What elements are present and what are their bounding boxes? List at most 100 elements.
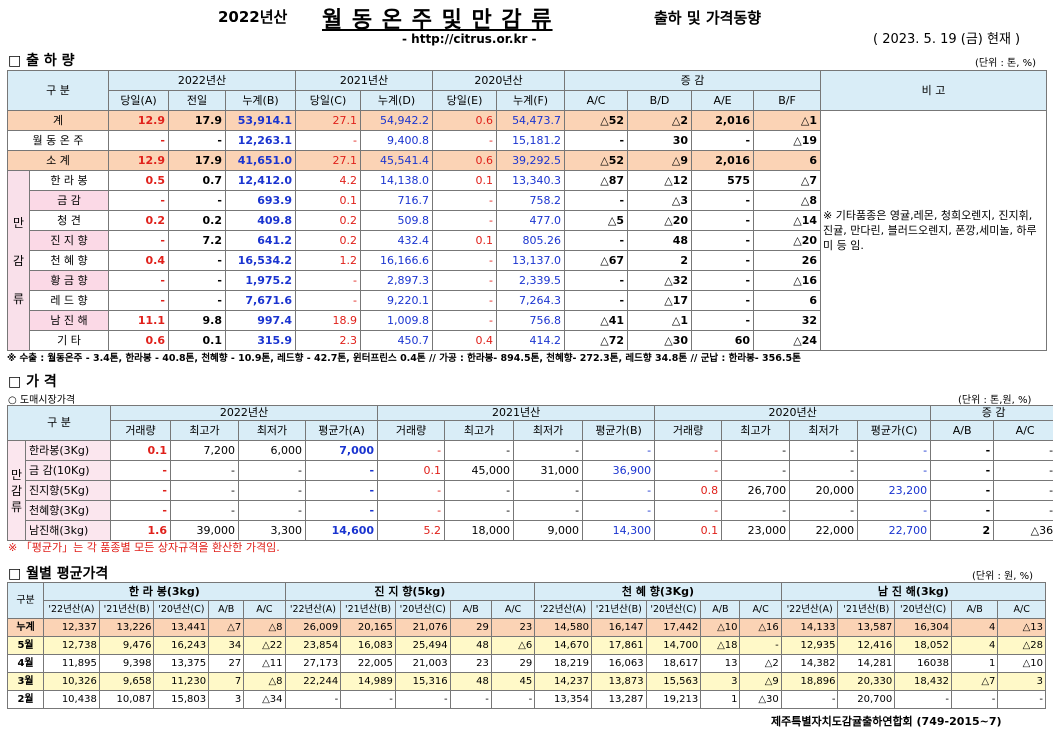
data-cell: 0.6 xyxy=(432,110,498,131)
data-cell: 4.2 xyxy=(295,170,362,191)
data-cell: 22,005 xyxy=(340,654,396,673)
row-label-winter: 월 동 온 주 xyxy=(7,130,109,151)
data-cell: 9,000 xyxy=(513,520,584,541)
data-cell: 14,580 xyxy=(534,618,592,637)
price-subheader-cell: 최고가 xyxy=(721,420,791,441)
data-cell: △7 xyxy=(208,618,245,637)
data-cell: 0.5 xyxy=(108,170,169,191)
data-cell: 22,000 xyxy=(789,520,859,541)
monthly-subheader-cell: '21년산(B) xyxy=(837,600,896,619)
data-cell: △87 xyxy=(564,170,629,191)
data-cell: 2,897.3 xyxy=(360,270,434,291)
data-cell: 15,316 xyxy=(394,672,451,691)
data-cell: △30 xyxy=(739,690,782,709)
data-cell: 29 xyxy=(449,618,492,637)
data-cell: 26 xyxy=(753,250,822,271)
table-row: 3월 10,326 9,658 11,230 7 △8 22,244 14,989 15,316… xyxy=(6,672,1046,691)
row-label: 진 지 향 xyxy=(29,230,109,251)
data-cell: 14,133 xyxy=(780,618,839,637)
price-subheader-cell: 최저가 xyxy=(789,420,859,441)
data-cell: 18,000 xyxy=(444,520,515,541)
data-cell: - xyxy=(444,480,515,501)
data-cell: 36,900 xyxy=(582,460,656,481)
monthly-subheader-cell: '20년산(C) xyxy=(645,600,702,619)
data-cell: 13,137.0 xyxy=(496,250,566,271)
main-title: 월 동 온 주 및 만 감 류 xyxy=(322,8,553,33)
data-cell: 39,000 xyxy=(170,520,239,541)
data-cell: △30 xyxy=(627,330,693,351)
data-cell: 21,003 xyxy=(394,654,451,673)
table-row: 4월 11,895 9,398 13,375 27 △11 27,173 22,005 21,0… xyxy=(6,654,1046,673)
data-cell: - xyxy=(993,440,1053,461)
shipment-footnote: ※ 수출 : 월동온주 - 3.4톤, 한라봉 - 40.8톤, 천혜향 - 1… xyxy=(7,353,801,364)
data-cell: 1,975.2 xyxy=(224,270,297,291)
data-cell: 23 xyxy=(490,618,536,637)
monthly-subheader-cell: A/B xyxy=(208,600,245,619)
data-cell: - xyxy=(691,230,755,251)
monthly-subheader-cell: A/B xyxy=(950,600,999,619)
data-cell: - xyxy=(993,460,1053,481)
row-label: 4월 xyxy=(6,654,45,673)
data-cell: - xyxy=(582,440,656,461)
data-cell: 0.1 xyxy=(377,460,446,481)
data-cell: 17.9 xyxy=(168,110,226,131)
price-subheader-cell: 평균가(B) xyxy=(582,420,656,441)
data-cell: - xyxy=(284,690,342,709)
side-char: 감 xyxy=(10,483,23,498)
data-cell: 12,412.0 xyxy=(224,170,297,191)
data-cell: 13,340.3 xyxy=(496,170,566,191)
data-cell: △52 xyxy=(564,110,629,131)
data-cell: 432.4 xyxy=(360,230,434,251)
data-cell: 4 xyxy=(950,636,999,655)
data-cell: - xyxy=(170,480,239,501)
data-cell: 7,671.6 xyxy=(224,290,297,311)
price-subheader-cell: A/B xyxy=(930,420,995,441)
data-cell: 0.1 xyxy=(432,230,498,251)
year-label: 2022년산 xyxy=(218,8,288,26)
header-change: 증 감 xyxy=(564,70,822,91)
data-cell: - xyxy=(490,690,536,709)
data-cell: - xyxy=(739,636,782,655)
data-cell: 0.4 xyxy=(432,330,498,351)
data-cell: - xyxy=(721,460,791,481)
data-cell: 450.7 xyxy=(360,330,434,351)
data-cell: 16,147 xyxy=(590,618,647,637)
price-table: 구 분 2022년산 2021년산 2020년산 증 감 거래량 최고가 최저가 평균… xyxy=(7,405,1053,541)
data-cell: - xyxy=(110,500,171,521)
data-cell: △28 xyxy=(997,636,1046,655)
data-cell: 45,000 xyxy=(444,460,515,481)
data-cell: - xyxy=(582,480,656,501)
data-cell: 693.9 xyxy=(224,190,297,211)
data-cell: 716.7 xyxy=(360,190,434,211)
data-cell: - xyxy=(857,440,932,461)
price-header-change: 증 감 xyxy=(930,405,1053,421)
data-cell: 18.9 xyxy=(295,310,362,331)
data-cell: 758.2 xyxy=(496,190,566,211)
data-cell: 13,873 xyxy=(590,672,647,691)
subheader-cell: A/E xyxy=(691,90,755,111)
data-cell: - xyxy=(564,270,629,291)
data-cell: 12,738 xyxy=(43,636,100,655)
data-cell: - xyxy=(721,500,791,521)
data-cell: 13,287 xyxy=(590,690,647,709)
data-cell: △8 xyxy=(753,190,822,211)
site-url[interactable]: - http://citrus.or.kr - xyxy=(402,32,537,46)
group-header: 남 진 해(3kg) xyxy=(780,582,1047,601)
data-cell: 18,052 xyxy=(894,636,952,655)
data-cell: 27.1 xyxy=(295,150,362,171)
monthly-table: 구분 한 라 봉(3kg) 진 지 향(5kg) 천 혜 향(3Kg) 남 진 해(3… xyxy=(6,582,1047,709)
data-cell: 23,854 xyxy=(284,636,342,655)
side-char: 만 xyxy=(10,467,23,482)
data-cell: 45,541.4 xyxy=(360,150,434,171)
data-cell: 11.1 xyxy=(108,310,169,331)
data-cell: 0.2 xyxy=(168,210,226,231)
data-cell: 14,600 xyxy=(304,520,379,541)
data-cell: △20 xyxy=(627,210,693,231)
data-cell: 18,617 xyxy=(645,654,702,673)
price-unit: (단위 : 톤,원, %) xyxy=(958,395,1032,406)
data-cell: - xyxy=(857,500,932,521)
data-cell: 19,213 xyxy=(645,690,702,709)
shipment-unit: (단위 : 톤, %) xyxy=(975,58,1036,69)
data-cell: 14,138.0 xyxy=(360,170,434,191)
